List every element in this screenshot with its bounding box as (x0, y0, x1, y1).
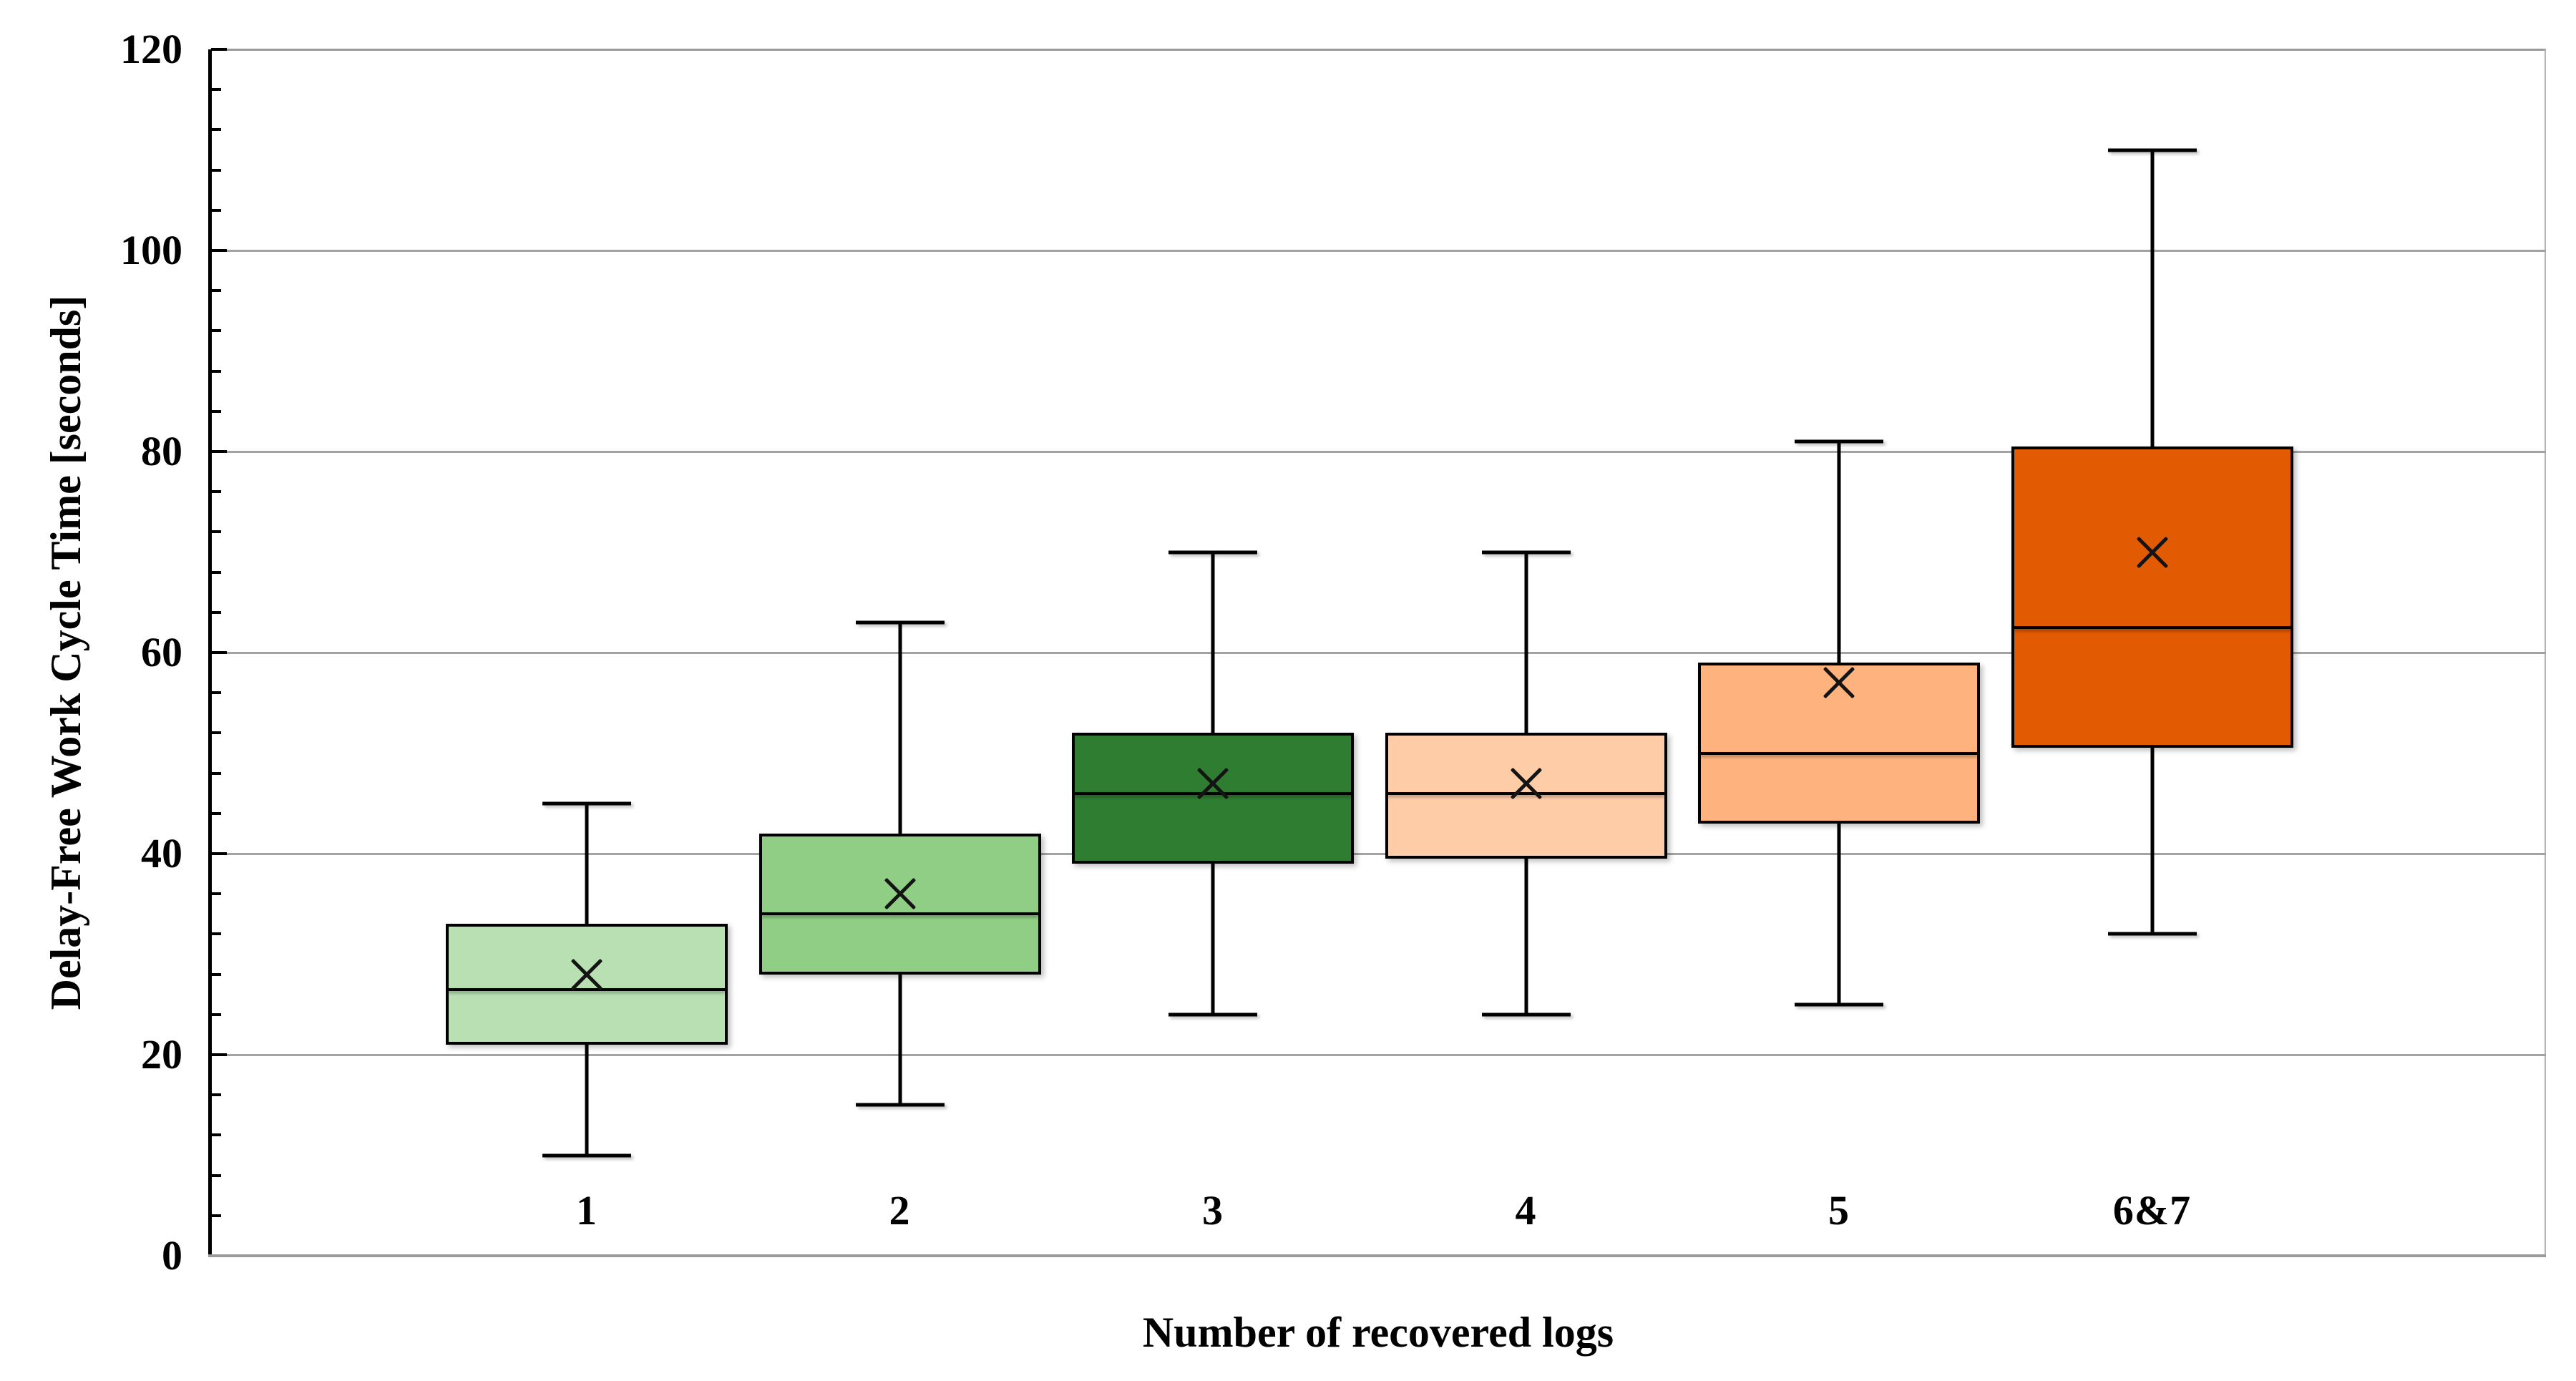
box-group-4 (211, 49, 2546, 1256)
whisker-cap-min (855, 1103, 945, 1107)
box-group-5 (211, 49, 2546, 1256)
minor-tick-56 (211, 691, 221, 695)
whisker-cap-max (1795, 439, 1883, 444)
major-tick-20 (211, 1053, 227, 1056)
minor-tick-8 (211, 1173, 221, 1177)
minor-tick-64 (211, 610, 221, 614)
whisker-cap-max (542, 801, 631, 806)
y-tick-label-20: 20 (141, 1031, 182, 1078)
x-axis-title: Number of recovered logs (1142, 1309, 1614, 1356)
y-tick-label-80: 80 (141, 428, 182, 474)
median-line (2013, 625, 2291, 629)
gridline-40 (211, 852, 2546, 855)
minor-tick-72 (211, 530, 221, 534)
minor-tick-108 (211, 168, 221, 172)
minor-tick-44 (211, 811, 221, 815)
minor-tick-76 (211, 490, 221, 494)
gridline-80 (211, 450, 2546, 453)
whisker-cap-min (542, 1153, 631, 1157)
major-tick-60 (211, 651, 227, 654)
minor-tick-116 (211, 88, 221, 92)
major-tick-80 (211, 450, 227, 453)
whisker-cap-min (2107, 932, 2197, 936)
x-category-label-1: 1 (576, 1186, 597, 1234)
median-line (1700, 751, 1978, 755)
minor-tick-32 (211, 932, 221, 936)
whisker-cap-max (2107, 148, 2197, 152)
minor-tick-68 (211, 570, 221, 574)
x-category-label-6: 6&7 (2112, 1186, 2192, 1234)
y-tick-label-60: 60 (141, 629, 182, 675)
minor-tick-28 (211, 972, 221, 976)
minor-tick-84 (211, 409, 221, 413)
y-tick-label-40: 40 (141, 830, 182, 877)
y-tick-label-120: 120 (120, 26, 182, 72)
x-category-label-3: 3 (1202, 1186, 1224, 1234)
x-category-label-4: 4 (1515, 1186, 1537, 1234)
major-tick-120 (211, 48, 227, 51)
minor-tick-16 (211, 1093, 221, 1097)
iqr-box (2011, 446, 2293, 748)
major-tick-100 (211, 249, 227, 252)
box-group-1 (211, 49, 2546, 1256)
minor-tick-104 (211, 208, 221, 212)
plot-top-border (211, 49, 2546, 51)
major-tick-40 (211, 852, 227, 855)
minor-tick-48 (211, 771, 221, 775)
minor-tick-88 (211, 369, 221, 373)
minor-tick-112 (211, 128, 221, 132)
whisker-cap-min (1481, 1012, 1571, 1017)
minor-tick-52 (211, 731, 221, 735)
minor-tick-24 (211, 1012, 221, 1016)
whisker-cap-min (1169, 1012, 1257, 1017)
minor-tick-36 (211, 892, 221, 896)
box-group-2 (211, 49, 2546, 1256)
plot-area: 1 2 3 4 5 6&7 (208, 48, 2546, 1257)
y-axis-line (208, 49, 212, 1256)
minor-tick-96 (211, 289, 221, 293)
box-group-3 (211, 49, 2546, 1256)
whisker-cap-max (1169, 550, 1257, 554)
x-category-label-2: 2 (889, 1186, 911, 1234)
y-tick-label-100: 100 (120, 227, 182, 273)
gridline-20 (211, 1053, 2546, 1056)
y-tick-label-0: 0 (162, 1232, 182, 1279)
whisker-cap-max (1481, 550, 1571, 554)
minor-tick-92 (211, 329, 221, 333)
whisker-cap-max (855, 620, 945, 625)
x-axis-line (208, 1254, 2546, 1257)
median-line (761, 912, 1039, 916)
gridline-60 (211, 651, 2546, 654)
minor-tick-4 (211, 1214, 221, 1217)
x-category-label-5: 5 (1828, 1186, 1850, 1234)
gridline-100 (211, 249, 2546, 252)
mean-x-marker (2132, 532, 2172, 572)
iqr-box (1385, 733, 1667, 859)
whisker-cap-min (1795, 1002, 1883, 1007)
box-group-6&7 (211, 49, 2546, 1256)
minor-tick-12 (211, 1133, 221, 1137)
